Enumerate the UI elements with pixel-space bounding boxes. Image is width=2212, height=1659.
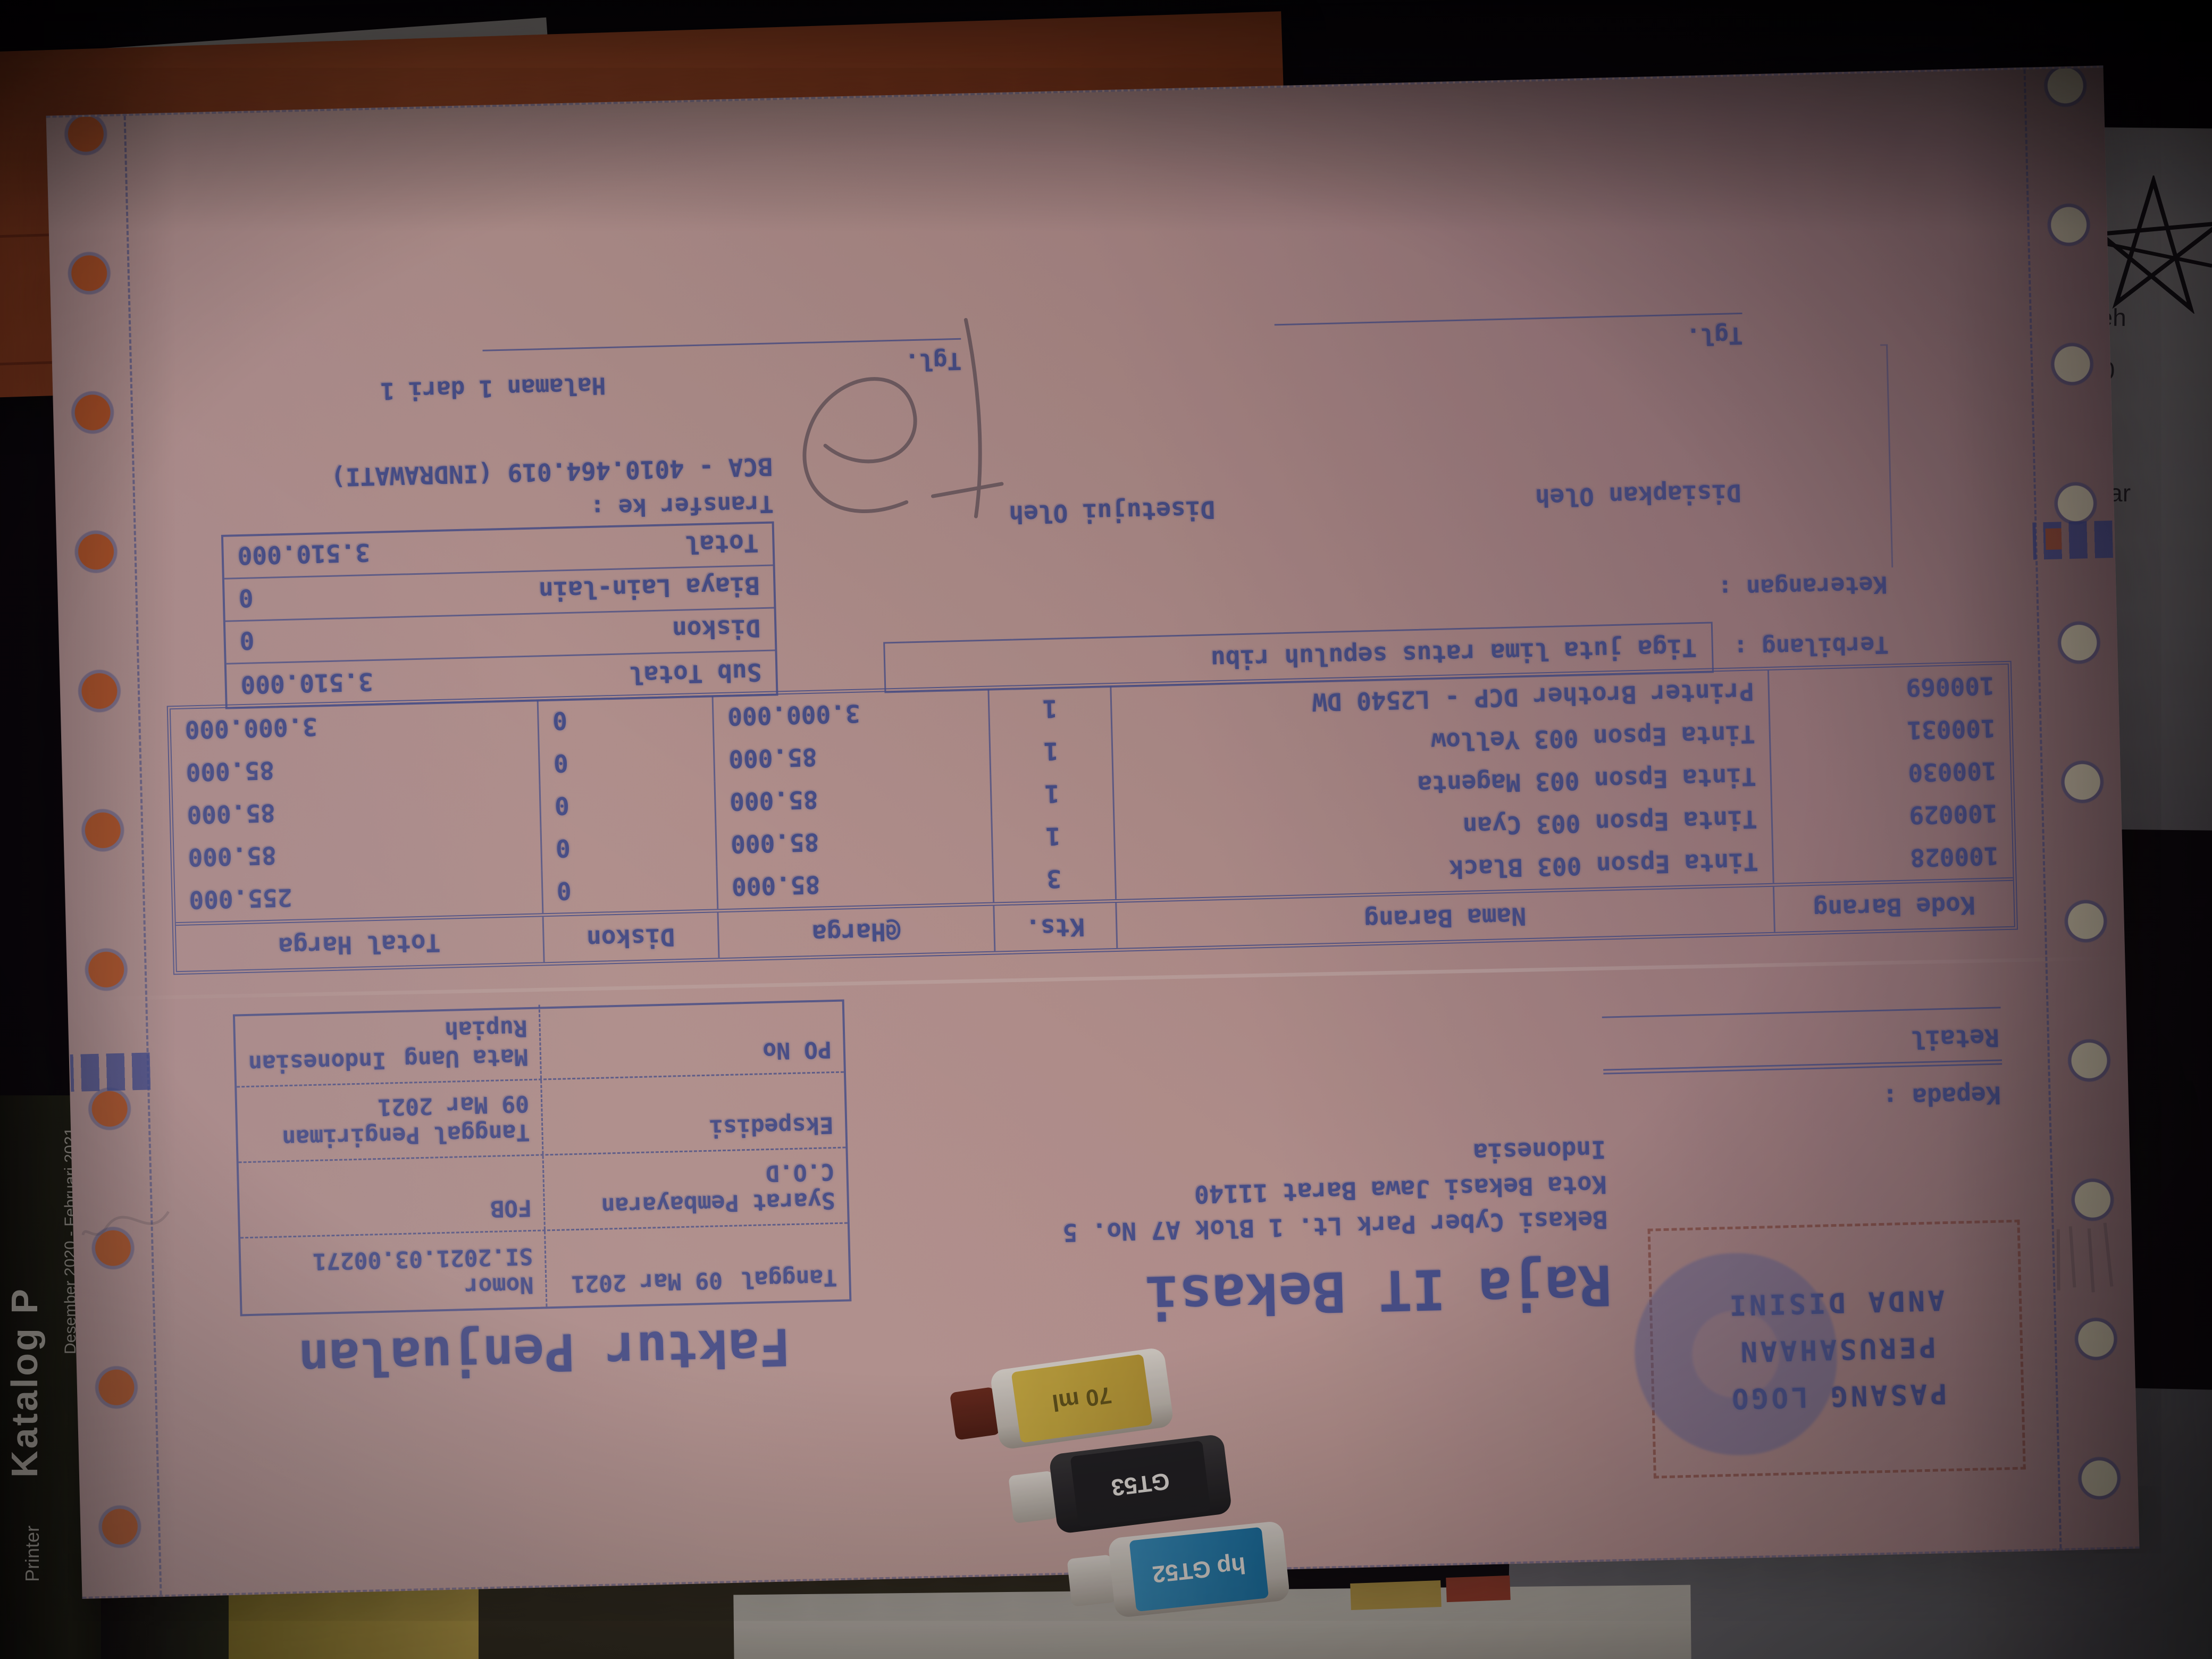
info-row: Syarat PembayaranC.O.D FOB (238, 1148, 848, 1239)
info-value (691, 1115, 692, 1142)
item-total: 85.000 (171, 743, 541, 795)
terbilang-label: Terbilang : (1733, 631, 1889, 662)
info-label: Ekspedisi (709, 1111, 834, 1141)
item-qty: 3 (993, 856, 1117, 902)
company-address-line: Indonesia (1473, 1135, 1606, 1167)
info-label: Tanggal (740, 1264, 837, 1293)
item-price: 85.000 (716, 817, 994, 867)
item-total: 85.000 (172, 785, 542, 837)
company-address-line: Kota Bekasi Jawa Barat 11140 (1194, 1170, 1607, 1209)
transfer-account: BCA - 4010.464.019 (INDRAWATI) (330, 452, 773, 492)
catalog-printer-label: Printer (21, 1525, 43, 1582)
info-value: SI.2021.03.00271 (312, 1243, 533, 1275)
item-price: 85.000 (715, 774, 993, 824)
item-qty: 1 (989, 686, 1112, 732)
item-total: 85.000 (173, 828, 543, 880)
item-code: 100031 (1906, 714, 1996, 745)
item-discount: 0 (541, 824, 718, 871)
info-row: Tanggal 09 Mar 2021 NomorSI.2021.03.00271 (240, 1224, 850, 1314)
total-value: 3.510.000 (240, 667, 374, 700)
info-label: PO No (762, 1036, 832, 1065)
kepada-label: Kepada : (1882, 1080, 2001, 1112)
registration-mark-orange (2045, 528, 2062, 550)
item-code: 100069 (1905, 671, 1995, 702)
item-code: 100028 (1909, 841, 1999, 873)
page-number: Halaman 1 dari 1 (380, 372, 606, 405)
info-value: C.O.D (765, 1158, 835, 1187)
item-qty: 1 (992, 814, 1116, 860)
total-value: 3.510.000 (237, 538, 371, 571)
total-label: Total (684, 529, 759, 559)
column-header: Kode Barang (1813, 891, 1976, 924)
invoice-info-box: Tanggal 09 Mar 2021 NomorSI.2021.03.00271… (232, 997, 852, 1317)
item-code: 100030 (1907, 756, 1997, 787)
kepada-rule (1603, 1059, 2002, 1075)
carbon-copy-edge-red (1446, 1575, 1511, 1603)
registration-marks (2032, 520, 2113, 560)
catalog-title: Katalog P (4, 1287, 45, 1478)
item-discount: 0 (540, 781, 717, 828)
info-label: Nomor (464, 1271, 534, 1300)
item-qty: 1 (990, 729, 1113, 775)
item-total: 255.000 (174, 870, 543, 923)
column-header: @Harga (718, 906, 996, 958)
column-header: Diskon (543, 912, 720, 962)
info-row: Ekspedisi Tanggal Pengiriman09 Mar 2021 (237, 1073, 846, 1163)
column-header: Total Harga (175, 917, 545, 971)
kepada-rule (1602, 1007, 2001, 1018)
customer-name: Retail (1911, 1023, 2000, 1054)
total-label: Sub Total (629, 658, 763, 690)
item-discount: 0 (538, 696, 715, 743)
keterangan-bracket (1880, 344, 1893, 568)
info-value: 09 Mar 2021 (571, 1267, 723, 1297)
company-address-line: Bekasi Cyber Park Lt. 1 Blok A7 No. 5 (1062, 1205, 1608, 1247)
item-qty: 1 (991, 772, 1115, 817)
info-value (744, 1038, 745, 1065)
info-value (472, 1196, 473, 1222)
pencil-mark (81, 1211, 170, 1236)
column-header: Kts. (994, 902, 1118, 951)
total-value: 0 (239, 626, 255, 656)
carbon-copy-edge-yellow (1350, 1580, 1442, 1610)
totals-box: Sub Total 3.510.000 Diskon 0 Biaya Lain-la… (221, 521, 778, 709)
info-label: FOB (490, 1194, 532, 1222)
registration-marks (70, 1052, 151, 1092)
keterangan-label: Keterangan : (1717, 571, 1888, 602)
info-label: Syarat Pembayaran (601, 1187, 836, 1219)
pencil-signature (802, 318, 1004, 518)
prepared-by-label: Disiapkan Oleh (1535, 479, 1742, 513)
item-price: 85.000 (714, 732, 992, 782)
info-value: 09 Mar 2021 (377, 1090, 530, 1121)
item-price: 3.000.000 (713, 689, 991, 739)
item-code: 100029 (1908, 799, 1998, 830)
company-name: Raja IT Bekasi (1145, 1252, 1613, 1329)
info-label: Mata Uang (404, 1043, 529, 1073)
date-label: Tgl. (1686, 321, 1744, 350)
item-price: 85.000 (717, 859, 995, 909)
pencil-mark (2056, 1222, 2114, 1293)
info-row: PO No Mata UangIndonesian Rupiah (234, 997, 844, 1088)
document-title: Faktur Penjualan (297, 1317, 791, 1388)
bottle-cap (1067, 1554, 1117, 1607)
bottle-label: hp GT52 (1129, 1527, 1269, 1612)
total-value: 0 (238, 583, 254, 613)
date-sign-line: Tgl. (1274, 312, 1744, 361)
info-label: Tanggal Pengiriman (281, 1119, 531, 1152)
items-table: Kode Barang Nama Barang Kts. @Harga Disk… (166, 660, 2018, 975)
item-discount: 0 (542, 866, 719, 914)
item-discount: 0 (539, 739, 716, 786)
